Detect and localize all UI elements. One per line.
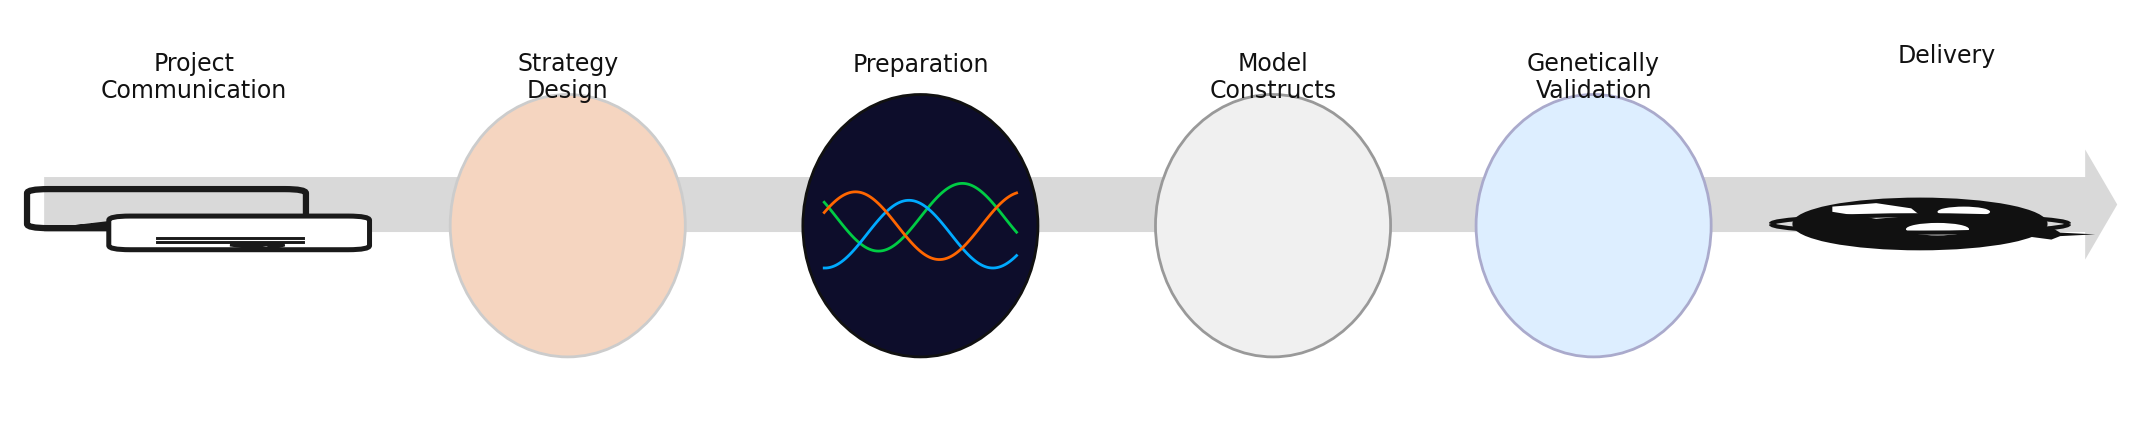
Ellipse shape (1477, 95, 1712, 357)
Polygon shape (1832, 203, 1920, 219)
Text: Model
Constructs: Model Constructs (1209, 52, 1338, 104)
Circle shape (1937, 207, 1990, 217)
FancyBboxPatch shape (109, 216, 370, 250)
Polygon shape (75, 223, 139, 227)
Ellipse shape (1156, 95, 1391, 357)
Circle shape (1907, 223, 1969, 236)
Text: Project
Communication: Project Communication (101, 52, 287, 104)
Polygon shape (231, 245, 285, 249)
Ellipse shape (449, 95, 685, 357)
Text: Strategy
Design: Strategy Design (518, 52, 618, 104)
Polygon shape (1920, 227, 2095, 239)
Ellipse shape (802, 95, 1038, 357)
Circle shape (1793, 199, 2046, 249)
Polygon shape (45, 150, 2116, 259)
Text: Delivery: Delivery (1898, 44, 1994, 69)
Text: Preparation: Preparation (852, 53, 989, 77)
Text: Genetically
Validation: Genetically Validation (1528, 52, 1661, 104)
